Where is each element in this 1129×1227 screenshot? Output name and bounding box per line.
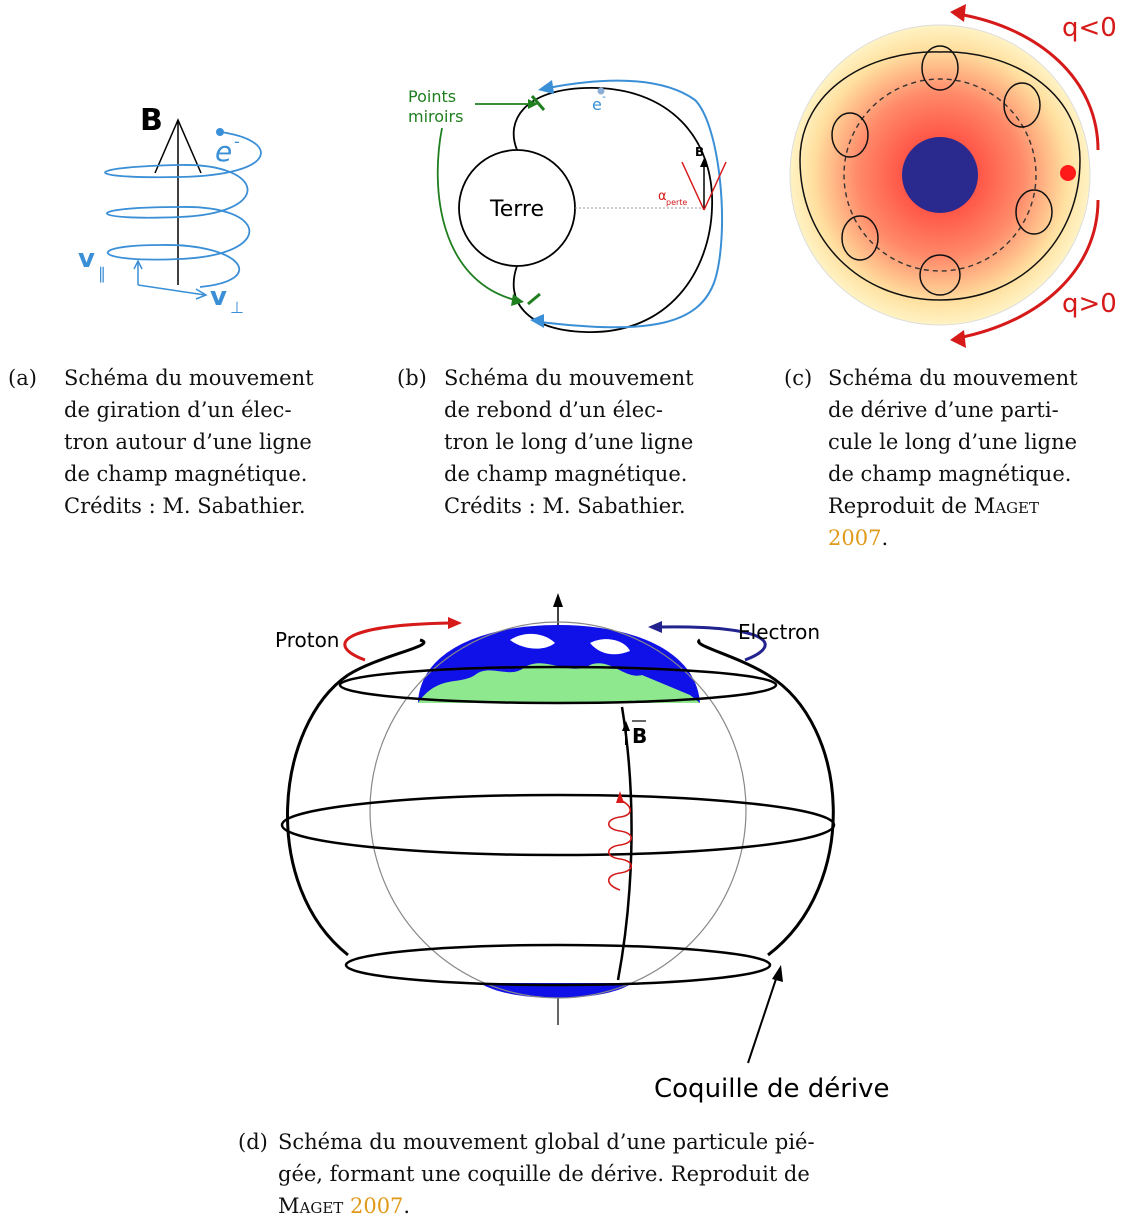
earth-label: Terre [489,197,544,222]
citation-author: Maget [973,494,1040,518]
field-b-vector-label: B [632,724,647,748]
v-perp-label: v [210,282,227,312]
electron-label: Electron [738,620,820,644]
svg-text:-: - [234,132,240,151]
figure-a-gyration: B e - v ∥ v ⊥ [78,103,262,317]
caption-c: (c) Schéma du mouvement de dérive d’une … [784,366,1078,550]
caption-d: (d) Schéma du mouvement global d’une par… [238,1130,815,1218]
figure-b-bounce: Terre e - Points miroirs B α perte [408,79,727,333]
electron-label: e [215,135,232,168]
q-negative-label: q<0 [1062,13,1117,43]
svg-text:-: - [602,90,606,103]
svg-text:α: α [658,189,667,204]
field-line [512,87,713,333]
trapped-particle-helix [607,799,633,891]
svg-text:e: e [592,95,602,114]
mirror-points-label: Points [408,87,456,106]
field-b-label: B [140,103,163,138]
svg-text:B: B [695,145,704,159]
v-parallel-label: v [78,244,95,274]
figure-d-drift-shell: B Proton Electron Coquille de dérive [275,593,890,1104]
planet-core [902,137,978,213]
helix-trajectory [104,131,262,288]
drift-trajectory [799,45,1081,301]
svg-text:perte: perte [666,198,687,207]
citation-year-link[interactable]: 2007 [828,526,882,550]
proton-label: Proton [275,628,339,652]
caption-b: (b) Schéma du mouvement de rebond d’un é… [397,366,694,518]
svg-text:miroirs: miroirs [408,107,463,126]
svg-text:∥: ∥ [98,264,106,283]
drift-shell-label: Coquille de dérive [654,1074,890,1104]
q-positive-label: q>0 [1062,289,1117,319]
svg-text:⊥: ⊥ [230,298,244,317]
caption-a: (a) Schéma du mouvement de giration d’un… [8,366,314,518]
citation-author: Maget [278,1194,344,1218]
citation-year-link[interactable]: 2007 [349,1194,404,1218]
figure-c-drift: q<0 q>0 [789,4,1117,348]
